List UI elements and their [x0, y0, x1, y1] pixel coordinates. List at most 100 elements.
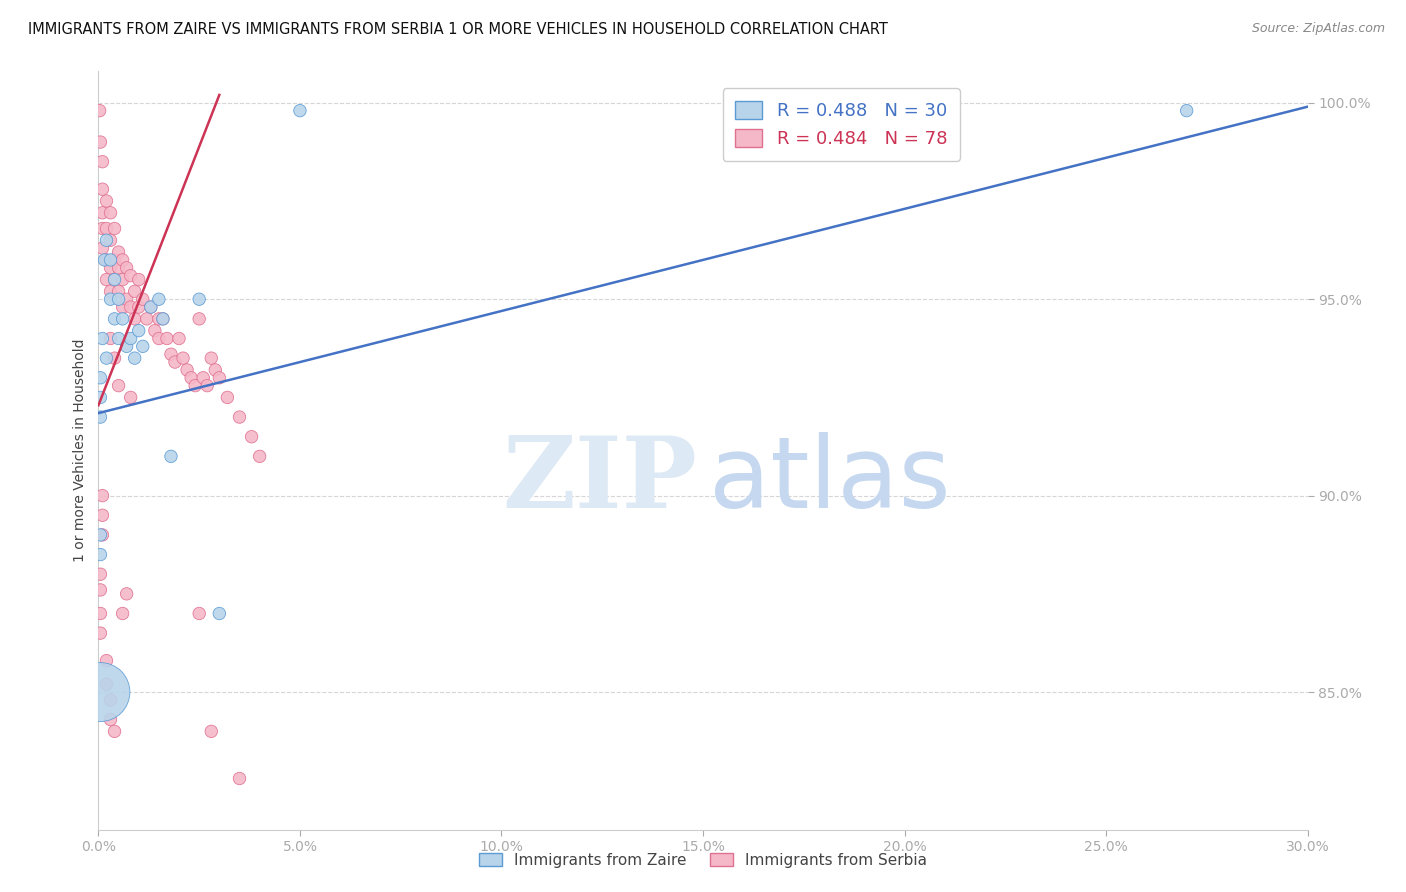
Point — [120, 300, 142, 314]
Point — [103, 221, 125, 235]
Legend: R = 0.488   N = 30, R = 0.484   N = 78: R = 0.488 N = 30, R = 0.484 N = 78 — [723, 88, 960, 161]
Point — [288, 103, 311, 118]
Point — [115, 587, 138, 601]
Point — [91, 508, 114, 523]
Point — [100, 292, 122, 306]
Point — [167, 331, 190, 345]
Point — [111, 300, 134, 314]
Point — [103, 272, 125, 286]
Point — [107, 260, 129, 275]
Y-axis label: 1 or more Vehicles in Household: 1 or more Vehicles in Household — [73, 339, 87, 562]
Point — [96, 252, 118, 267]
Point — [208, 607, 231, 621]
Point — [176, 363, 198, 377]
Point — [107, 292, 129, 306]
Point — [111, 607, 134, 621]
Point — [107, 245, 129, 260]
Point — [148, 311, 170, 326]
Point — [217, 391, 239, 405]
Text: Source: ZipAtlas.com: Source: ZipAtlas.com — [1251, 22, 1385, 36]
Point — [172, 351, 194, 366]
Point — [107, 331, 129, 345]
Point — [115, 292, 138, 306]
Point — [195, 378, 218, 392]
Point — [228, 772, 250, 786]
Point — [103, 724, 125, 739]
Point — [135, 311, 157, 326]
Point — [96, 194, 118, 208]
Point — [91, 221, 114, 235]
Point — [89, 103, 111, 118]
Point — [188, 292, 211, 306]
Point — [91, 154, 114, 169]
Point — [156, 331, 179, 345]
Point — [160, 450, 183, 464]
Point — [128, 300, 150, 314]
Point — [91, 241, 114, 255]
Point — [139, 300, 162, 314]
Point — [200, 724, 222, 739]
Point — [152, 311, 174, 326]
Legend: Immigrants from Zaire, Immigrants from Serbia: Immigrants from Zaire, Immigrants from S… — [471, 845, 935, 875]
Point — [111, 311, 134, 326]
Point — [124, 285, 146, 299]
Point — [111, 272, 134, 286]
Point — [91, 528, 114, 542]
Point — [152, 311, 174, 326]
Point — [89, 548, 111, 562]
Point — [89, 528, 111, 542]
Text: ZIP: ZIP — [502, 433, 697, 529]
Point — [124, 311, 146, 326]
Point — [100, 260, 122, 275]
Point — [128, 272, 150, 286]
Point — [115, 260, 138, 275]
Point — [128, 324, 150, 338]
Point — [91, 182, 114, 196]
Point — [115, 339, 138, 353]
Point — [100, 285, 122, 299]
Point — [193, 371, 215, 385]
Point — [204, 363, 226, 377]
Point — [96, 221, 118, 235]
Point — [93, 252, 115, 267]
Point — [96, 677, 118, 691]
Point — [100, 252, 122, 267]
Point — [89, 567, 111, 582]
Point — [100, 206, 122, 220]
Text: atlas: atlas — [709, 433, 950, 529]
Point — [148, 331, 170, 345]
Point — [132, 292, 155, 306]
Point — [103, 272, 125, 286]
Point — [107, 285, 129, 299]
Point — [89, 626, 111, 640]
Point — [143, 324, 166, 338]
Point — [100, 331, 122, 345]
Point — [139, 300, 162, 314]
Point — [163, 355, 186, 369]
Point — [89, 607, 111, 621]
Point — [188, 311, 211, 326]
Point — [120, 331, 142, 345]
Point — [228, 410, 250, 425]
Point — [103, 252, 125, 267]
Point — [180, 371, 202, 385]
Point — [96, 233, 118, 247]
Point — [160, 347, 183, 361]
Point — [132, 339, 155, 353]
Point — [107, 378, 129, 392]
Point — [89, 135, 111, 149]
Point — [120, 268, 142, 283]
Point — [184, 378, 207, 392]
Point — [89, 685, 111, 699]
Point — [200, 351, 222, 366]
Point — [111, 252, 134, 267]
Point — [249, 450, 271, 464]
Point — [96, 351, 118, 366]
Point — [91, 489, 114, 503]
Point — [124, 351, 146, 366]
Point — [148, 292, 170, 306]
Point — [103, 351, 125, 366]
Point — [188, 607, 211, 621]
Point — [103, 311, 125, 326]
Point — [89, 410, 111, 425]
